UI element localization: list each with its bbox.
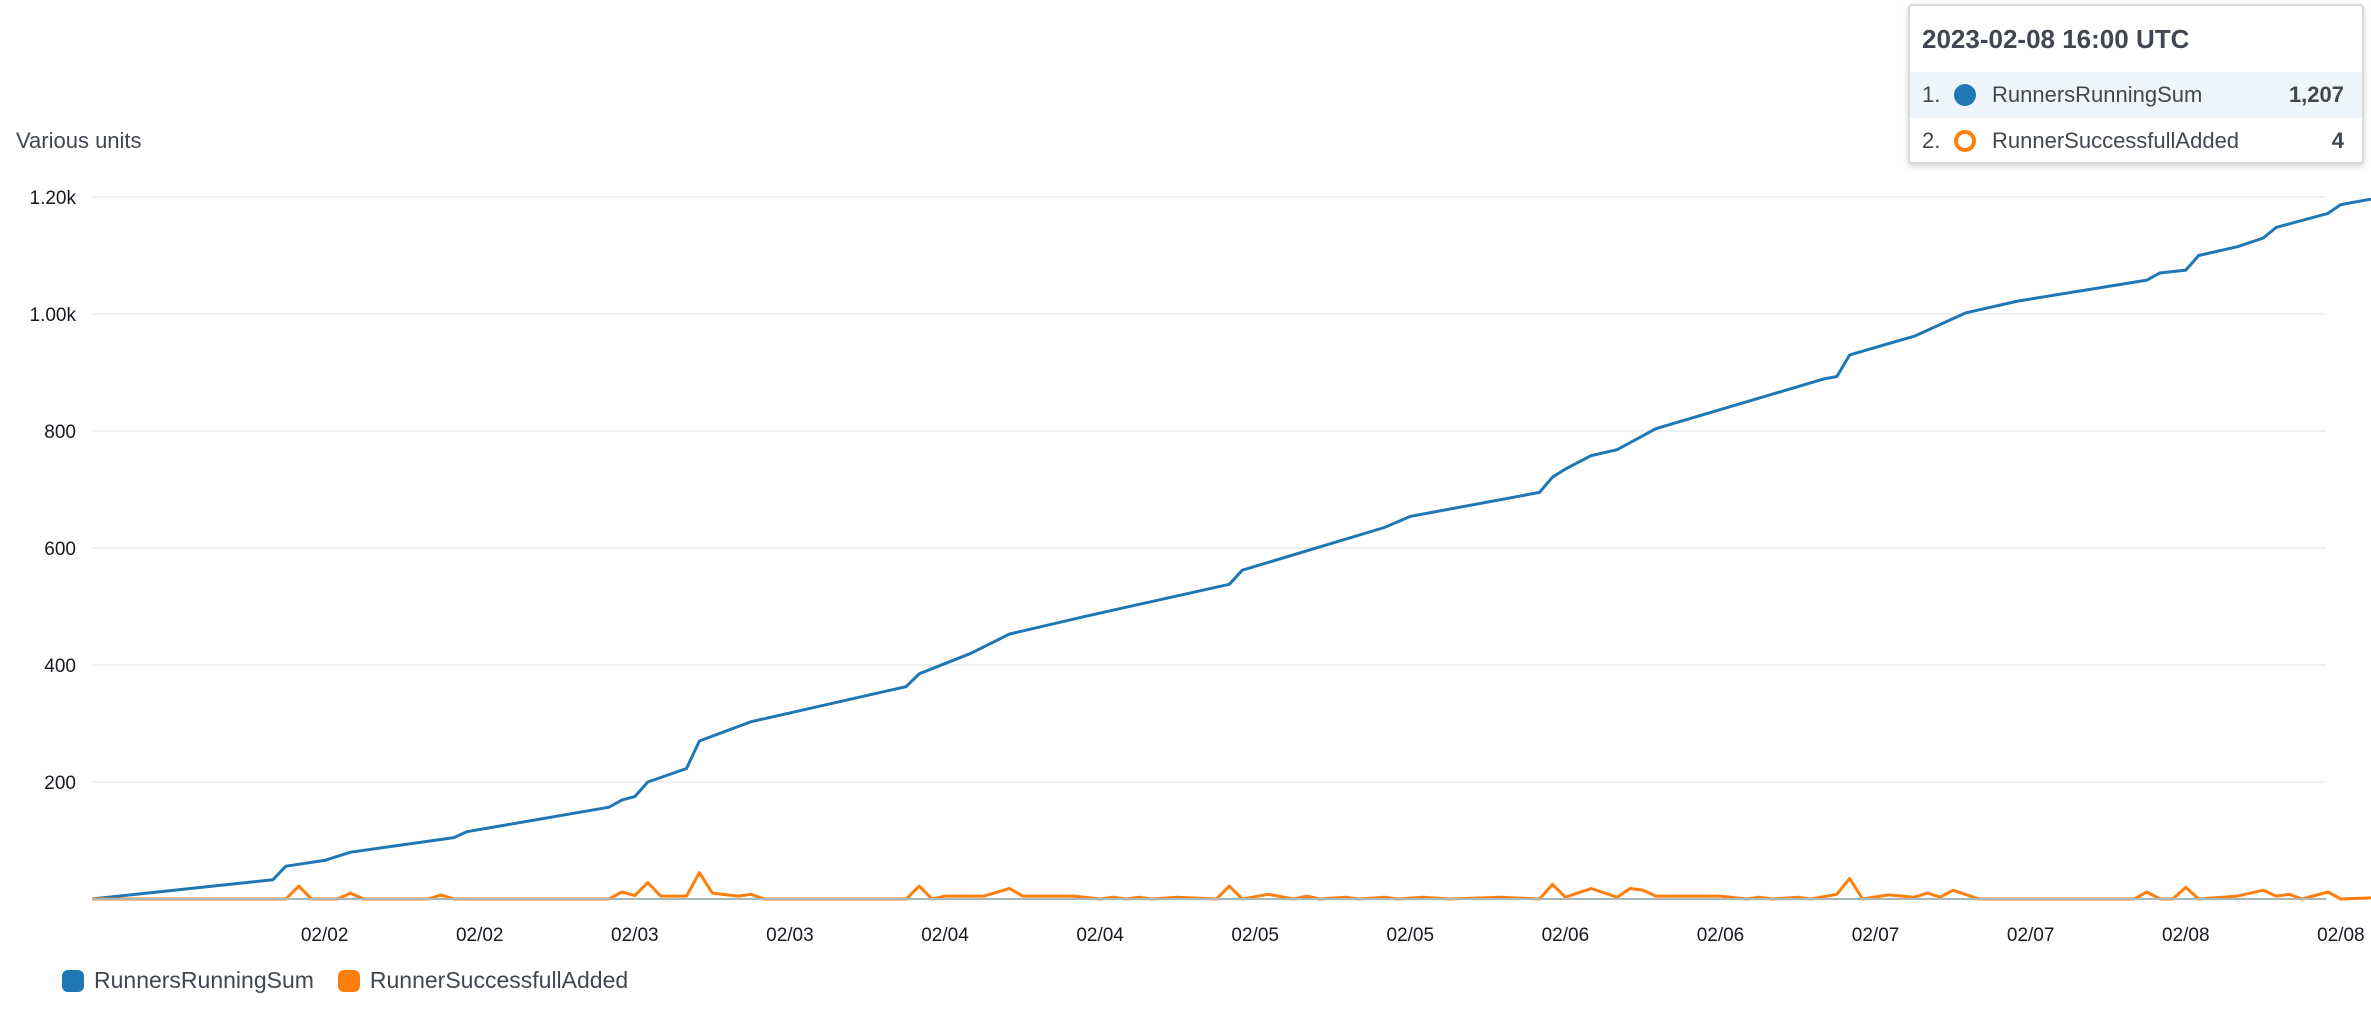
tooltip-title: 2023-02-08 16:00 UTC: [1922, 24, 2190, 54]
legend-item-runners-running-sum[interactable]: RunnersRunningSum: [62, 967, 314, 994]
x-tick-label: 02/07: [1852, 925, 1900, 946]
tooltip-series-name: RunnerSuccessfullAdded: [1992, 128, 2240, 153]
tooltip-filled-circle-icon: [1954, 84, 1976, 106]
tooltip-row-index: 2.: [1922, 128, 1941, 153]
x-tick-label: 02/05: [1387, 925, 1435, 946]
x-tick-label: 02/02: [456, 925, 504, 946]
y-tick-label: 1.00k: [30, 305, 77, 326]
y-tick-label: 1.20k: [30, 188, 77, 209]
x-axis-ticks: 02/02 02/02 02/03 02/03 02/04 02/04 02/05 02/05…: [301, 925, 2365, 946]
y-tick-label: 600: [44, 539, 76, 560]
x-tick-label: 02/02: [301, 925, 349, 946]
x-tick-label: 02/04: [921, 925, 969, 946]
tooltip-series-value: 1,207: [2288, 82, 2344, 107]
legend-item-runner-successfull-added[interactable]: RunnerSuccessfullAdded: [337, 967, 629, 994]
tooltip-row-runners-running-sum: 1. RunnersRunningSum 1,207: [1910, 72, 2362, 118]
x-tick-label: 02/08: [2162, 925, 2210, 946]
hover-tooltip: 2023-02-08 16:00 UTC 1. RunnersRunningSu…: [1908, 4, 2364, 164]
x-tick-label: 02/07: [2007, 925, 2055, 946]
grid-lines: [92, 196, 2326, 783]
x-tick-label: 02/08: [2317, 925, 2365, 946]
legend: RunnersRunningSum RunnerSuccessfullAdded: [62, 967, 652, 994]
legend-swatch-runner-successfull-added: [337, 969, 360, 992]
y-axis-ticks: 200 400 600 800 1.00k 1.20k: [30, 188, 77, 794]
y-tick-label: 400: [44, 656, 76, 677]
tooltip-hollow-circle-icon: [1954, 130, 1976, 152]
legend-label-runner-successfull-added: RunnerSuccessfullAdded: [369, 967, 629, 993]
y-axis-label: Various units: [16, 128, 142, 153]
tooltip-row-index: 1.: [1922, 82, 1941, 107]
tooltip-row-runner-successfull-added: 2. RunnerSuccessfullAdded 4: [1910, 118, 2362, 164]
series-line-runners-running-sum: [91, 197, 2371, 901]
series-lines: [91, 197, 2371, 901]
x-tick-label: 02/05: [1231, 925, 1279, 946]
legend-label-runners-running-sum: RunnersRunningSum: [94, 967, 314, 993]
x-tick-label: 02/06: [1697, 925, 1745, 946]
tooltip-series-value: 4: [2331, 128, 2344, 153]
tooltip-series-name: RunnersRunningSum: [1992, 82, 2203, 107]
series-line-runner-successfull-added: [92, 871, 2371, 901]
x-tick-label: 02/06: [1542, 925, 1590, 946]
x-tick-label: 02/03: [766, 925, 814, 946]
x-tick-label: 02/03: [611, 925, 659, 946]
y-tick-label: 800: [44, 422, 76, 443]
x-tick-label: 02/04: [1076, 925, 1124, 946]
legend-swatch-runners-running-sum: [62, 969, 84, 992]
y-tick-label: 200: [44, 773, 76, 794]
